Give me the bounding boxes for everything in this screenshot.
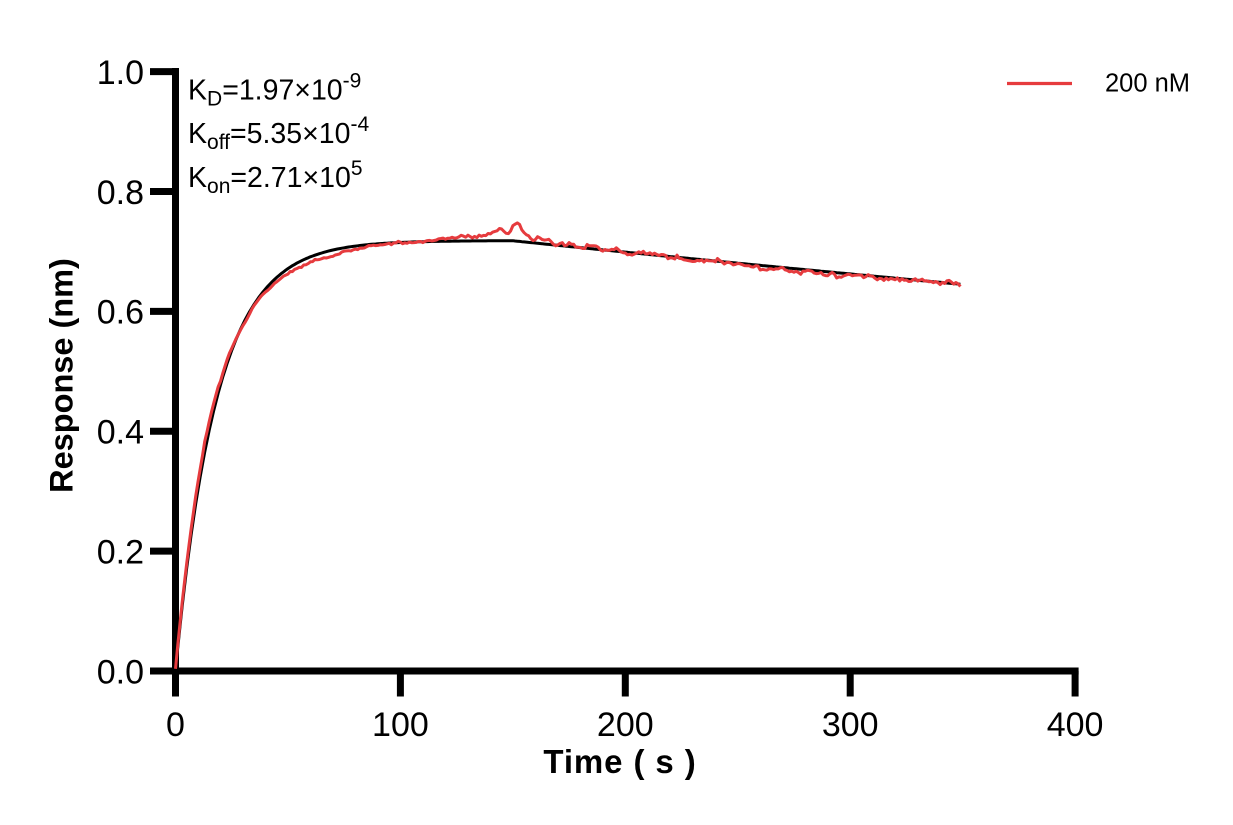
- svg-text:Response (nm): Response (nm): [43, 258, 79, 493]
- svg-text:Kon=2.71×105: Kon=2.71×105: [188, 157, 363, 198]
- svg-text:400: 400: [1047, 706, 1104, 744]
- svg-text:0.4: 0.4: [97, 414, 144, 452]
- svg-text:0.6: 0.6: [97, 294, 144, 332]
- svg-text:200: 200: [597, 706, 654, 744]
- svg-text:200 nM: 200 nM: [1105, 70, 1190, 98]
- svg-text:0.8: 0.8: [97, 174, 144, 212]
- svg-text:100: 100: [372, 706, 429, 744]
- svg-text:0: 0: [166, 706, 185, 744]
- svg-text:0.0: 0.0: [97, 653, 144, 691]
- svg-text:1.0: 1.0: [97, 54, 144, 92]
- svg-text:0.2: 0.2: [97, 533, 144, 571]
- svg-text:300: 300: [822, 706, 879, 744]
- svg-text:Koff=5.35×10-4: Koff=5.35×10-4: [188, 113, 369, 154]
- svg-text:Time ( s ): Time ( s ): [543, 743, 696, 780]
